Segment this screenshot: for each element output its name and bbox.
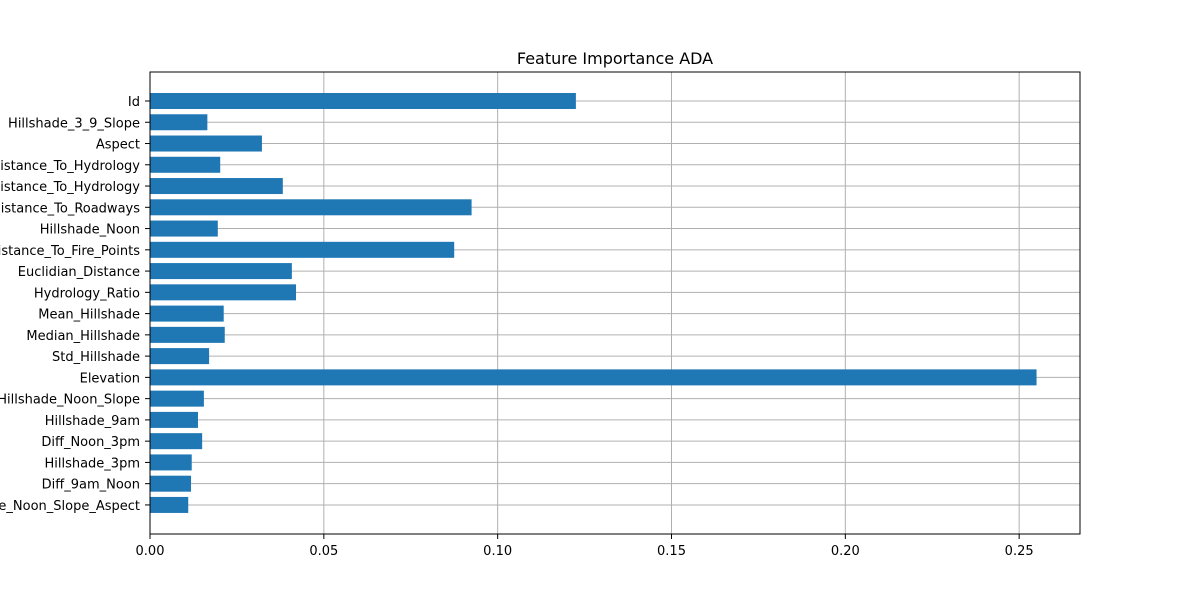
bar-diff-noon-3pm	[150, 433, 203, 450]
y-tick-label: Vertical_Distance_To_Hydrology	[0, 180, 140, 195]
x-tick-label: 0.05	[309, 544, 338, 559]
bar-median-hillshade	[150, 326, 225, 343]
bar-hillshade-noon-slope	[150, 390, 204, 407]
x-tick-label: 0.15	[657, 544, 686, 559]
bar-elevation	[150, 369, 1037, 386]
y-tick-label: Horizontal_Distance_To_Fire_Points	[0, 244, 140, 259]
y-tick-label: Hillshade_3_9_Slope	[8, 116, 140, 131]
bar-mean-hillshade	[150, 305, 224, 322]
y-tick-label: Mean_Hillshade	[38, 308, 140, 323]
plot-frame	[149, 71, 1081, 535]
y-tick-label: Aspect	[96, 138, 140, 153]
y-tick-label: Horizontal_Distance_To_Hydrology	[0, 159, 140, 174]
y-tick-label: Hillshade_3pm	[44, 456, 140, 471]
chart-title: Feature Importance ADA	[517, 49, 713, 68]
y-tick-label: Elevation	[80, 371, 140, 386]
y-tick-label: Diff_Noon_3pm	[41, 435, 140, 450]
y-tick-label: Euclidian_Distance	[18, 265, 140, 280]
bar-aspect	[150, 135, 262, 152]
bar-vertical-distance-to-hydrology	[150, 178, 283, 195]
x-tick-label: 0.20	[831, 544, 860, 559]
bar-hillshade-3pm	[150, 454, 192, 471]
bar-hydrology-ratio	[150, 284, 297, 301]
x-tick-label: 0.00	[136, 544, 165, 559]
bars	[150, 93, 1037, 513]
y-tick-label: Hydrology_Ratio	[34, 286, 140, 301]
y-tick-label: Horizontal_Distance_To_Roadways	[0, 201, 140, 216]
bar-id	[150, 93, 576, 109]
bar-hillshade-noon	[150, 220, 218, 237]
x-tick-labels: 0.00 0.05 0.10 0.15 0.20 0.25	[136, 534, 1034, 559]
y-tick-label: Diff_9am_Noon	[42, 478, 140, 493]
y-tick-label: Std_Hillshade	[52, 350, 140, 365]
y-tick-label: Hillshade_Noon_Slope_Aspect	[0, 499, 140, 514]
y-tick-label: Hillshade_9am	[45, 414, 140, 429]
bar-horizontal-distance-to-hydrology	[150, 156, 221, 173]
y-tick-label: Hillshade_Noon	[40, 223, 140, 238]
bar-hillshade-3-9-slope	[150, 114, 208, 131]
x-tick-label: 0.10	[483, 544, 512, 559]
bar-diff-9am-noon	[150, 475, 192, 492]
bar-horizontal-distance-to-fire-points	[150, 241, 455, 258]
grid-lines	[149, 72, 1080, 534]
x-tick-label: 0.25	[1005, 544, 1034, 559]
y-tick-label: Median_Hillshade	[26, 329, 140, 344]
bar-horizontal-distance-to-roadways	[150, 199, 472, 216]
y-tick-label: Id	[128, 95, 140, 110]
y-tick-label: Hillshade_Noon_Slope	[0, 393, 140, 408]
bar-std-hillshade	[150, 348, 210, 365]
bar-hillshade-noon-slope-aspect	[150, 496, 189, 513]
bar-hillshade-9am	[150, 411, 198, 428]
bar-euclidian-distance	[150, 263, 292, 280]
y-tick-labels: Id Hillshade_3_9_Slope Aspect Horizontal_Di…	[0, 95, 150, 514]
